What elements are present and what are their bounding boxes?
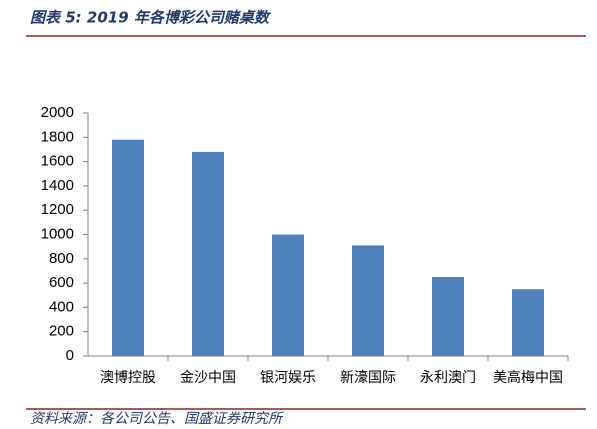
y-tick-label: 200: [49, 323, 74, 340]
y-tick-label: 1600: [41, 153, 74, 170]
x-tick-label: 银河娱乐: [260, 370, 316, 386]
y-tick-label: 1800: [41, 128, 74, 145]
y-tick-label: 600: [49, 274, 74, 291]
x-tick-label: 永利澳门: [420, 370, 476, 386]
x-tick-label: 澳博控股: [100, 369, 156, 386]
x-tick-label: 美高梅中国: [493, 369, 563, 386]
chart-title: 图表 5: 2019 年各博彩公司赌桌数: [30, 9, 272, 27]
y-tick-label: 0: [66, 347, 74, 364]
y-tick-label: 1400: [41, 177, 74, 194]
bar: [112, 139, 144, 356]
y-tick-label: 400: [49, 298, 74, 315]
bar: [512, 289, 544, 356]
y-tick-label: 2000: [41, 104, 74, 121]
bar: [432, 277, 464, 356]
bar: [352, 245, 384, 356]
y-tick-label: 1200: [41, 201, 74, 218]
source-note: 资料来源：各公司公告、国盛证券研究所: [30, 411, 284, 427]
bar: [272, 234, 304, 356]
y-tick-label: 800: [49, 250, 74, 267]
bar: [192, 151, 224, 356]
x-tick-label: 金沙中国: [180, 370, 236, 386]
y-tick-label: 1000: [41, 225, 74, 242]
x-tick-label: 新濠国际: [340, 369, 396, 386]
